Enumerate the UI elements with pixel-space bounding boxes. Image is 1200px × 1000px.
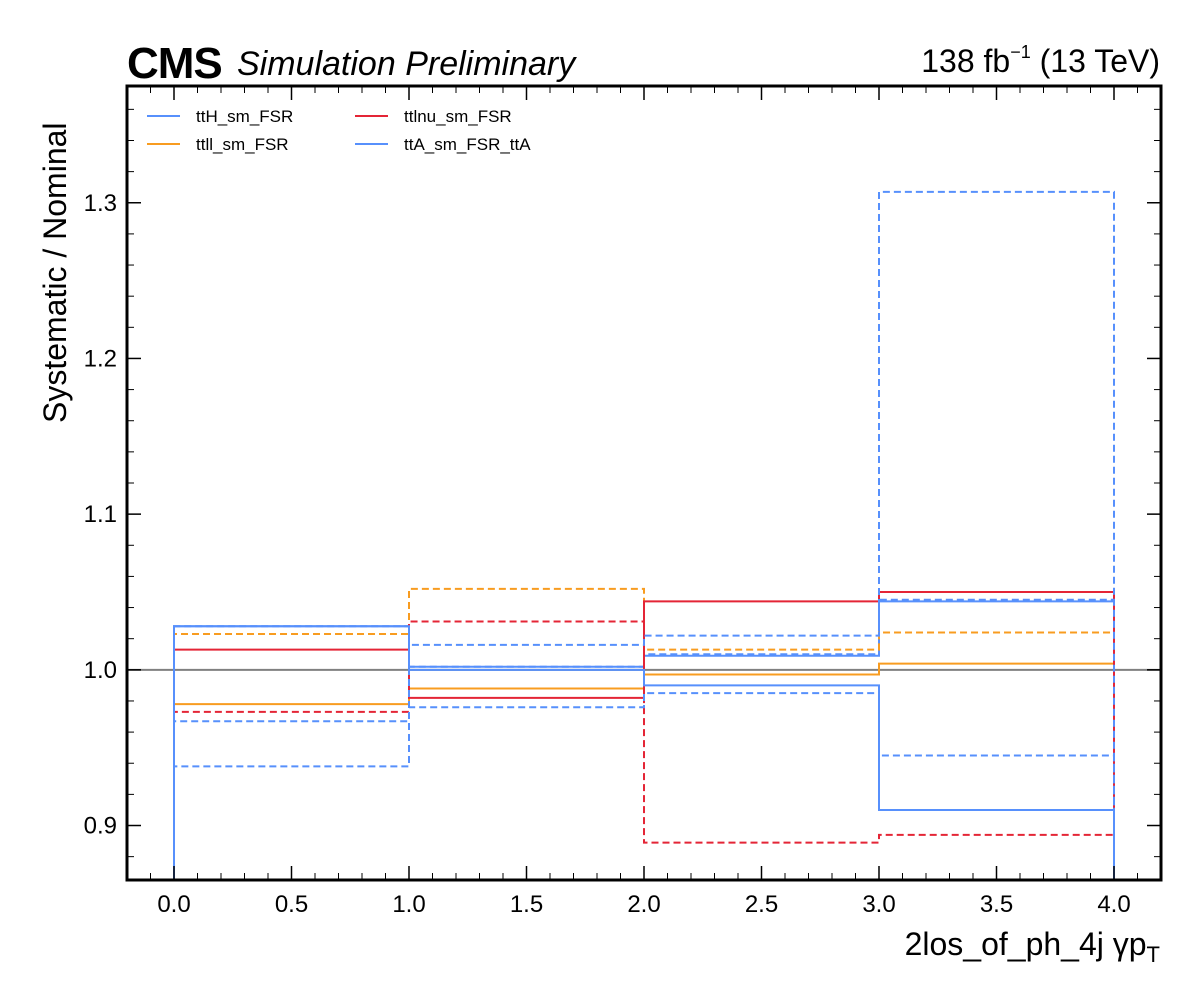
status-label: Simulation Preliminary — [237, 45, 577, 83]
series-line-3 — [173, 587, 1115, 880]
y-tick-label: 1.3 — [84, 190, 117, 217]
x-tick-label: 2.0 — [627, 891, 660, 918]
y-axis-title: Systematic / Nominal — [37, 122, 73, 423]
y-tick-label: 0.9 — [84, 813, 117, 840]
plot-frame — [125, 84, 1163, 882]
x-tick-label: 3.5 — [980, 891, 1013, 918]
legend-label: ttA_sm_FSR_ttA — [404, 135, 531, 154]
x-axis-title-text: 2los_of_ph_4j γp — [905, 926, 1147, 962]
x-tick-label: 3.0 — [862, 891, 895, 918]
x-tick-label: 0.5 — [275, 891, 308, 918]
series-line-7 — [173, 190, 1115, 880]
x-tick-label: 4.0 — [1097, 891, 1130, 918]
y-tick-label: 1.0 — [84, 657, 117, 684]
x-tick-label: 1.5 — [510, 891, 543, 918]
experiment-label: CMS — [127, 39, 222, 88]
legend-label: ttlnu_sm_FSR — [404, 107, 512, 126]
y-tick-label: 1.1 — [84, 501, 117, 528]
x-tick-label: 0.0 — [157, 891, 190, 918]
tick-label-layer: 0.0 0.5 1.0 1.5 2.0 2.5 3.0 3.5 4.0 0.9 1.0 1.1 1.2 1… — [84, 190, 1131, 918]
x-tick-label: 1.0 — [392, 891, 425, 918]
series-line-8 — [173, 692, 1115, 880]
legend: ttH_sm_FSR ttll_sm_FSR ttlnu_sm_FSR ttA_sm_… — [147, 107, 531, 154]
x-tick-label: 2.5 — [745, 891, 778, 918]
series-line-4 — [173, 590, 1115, 880]
y-tick-label: 1.2 — [84, 345, 117, 372]
x-axis-title-subscript: T — [1147, 942, 1160, 967]
x-axis-title: 2los_of_ph_4j γpT — [905, 926, 1160, 967]
series-layer — [173, 190, 1115, 880]
legend-label: ttll_sm_FSR — [196, 135, 289, 154]
lumi-value: 138 fb — [921, 43, 1010, 79]
luminosity-label: 138 fb−1 (13 TeV) — [921, 42, 1160, 79]
series-line-6 — [173, 625, 1115, 880]
lumi-exponent: −1 — [1010, 42, 1031, 62]
series-line-5 — [173, 620, 1115, 880]
legend-label: ttH_sm_FSR — [196, 107, 293, 126]
energy-value: (13 TeV) — [1031, 43, 1160, 79]
tick-layer — [126, 86, 1162, 880]
